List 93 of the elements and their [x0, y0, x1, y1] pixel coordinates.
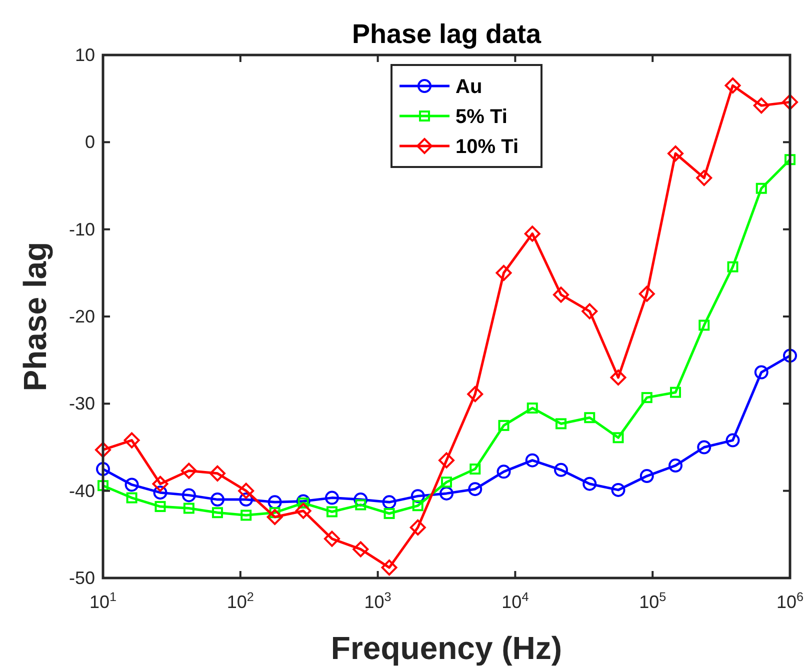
x-tick-label: 10$^{4}$ — [502, 590, 529, 612]
point — [298, 498, 309, 509]
point — [439, 486, 454, 500]
point — [382, 495, 396, 510]
point — [612, 432, 624, 444]
point — [240, 510, 252, 521]
point — [209, 465, 226, 482]
point — [326, 506, 338, 518]
point — [582, 303, 598, 320]
point — [183, 502, 194, 514]
point — [438, 452, 454, 468]
point — [584, 412, 596, 424]
point — [126, 492, 138, 504]
point — [496, 264, 512, 281]
point — [524, 226, 540, 242]
point — [611, 482, 626, 497]
x-tick-label: 10$^{6}$ — [776, 590, 804, 612]
point — [784, 154, 796, 166]
point — [498, 420, 510, 431]
point — [641, 392, 652, 404]
point — [354, 492, 368, 507]
point — [124, 432, 140, 448]
point — [670, 386, 681, 398]
point — [96, 462, 110, 476]
x-axis-title: Frequency (Hz) — [330, 630, 562, 666]
y-tick-label: -20 — [68, 306, 95, 326]
point — [295, 502, 312, 519]
point — [782, 94, 798, 110]
point — [153, 486, 168, 500]
point — [381, 560, 398, 576]
point — [525, 453, 540, 468]
point — [355, 499, 366, 510]
point — [783, 348, 797, 363]
legend-label: 5% Ti — [456, 106, 508, 128]
point — [212, 507, 223, 518]
point — [268, 495, 282, 510]
point — [296, 494, 310, 508]
point — [154, 501, 166, 512]
y-tick-label: 0 — [84, 132, 95, 152]
x-tick-label: 10$^{3}$ — [364, 590, 392, 612]
point — [526, 402, 538, 414]
point — [324, 530, 340, 547]
point — [412, 500, 424, 512]
point — [182, 488, 196, 502]
point — [698, 320, 710, 331]
y-tick-label: -40 — [68, 480, 95, 501]
x-tick-label: 10$^{5}$ — [639, 590, 666, 612]
point — [468, 482, 482, 496]
legend-label: 10% Ti — [456, 136, 518, 158]
point — [724, 78, 741, 94]
point — [727, 261, 738, 272]
point — [638, 286, 655, 302]
point — [410, 489, 425, 504]
y-tick-label: -30 — [68, 394, 95, 414]
x-tick-label: 10$^{2}$ — [226, 590, 254, 612]
point — [384, 508, 395, 519]
point — [553, 286, 569, 303]
point — [754, 365, 768, 380]
point — [238, 482, 254, 499]
point — [470, 464, 481, 475]
y-tick-label: -10 — [68, 219, 95, 240]
point — [467, 386, 484, 402]
point — [554, 462, 568, 477]
point — [697, 440, 712, 454]
point — [152, 476, 168, 492]
point — [98, 480, 108, 492]
x-tick-label: 10$^{1}$ — [89, 590, 117, 612]
point — [753, 98, 770, 114]
point — [556, 418, 566, 430]
point — [668, 146, 684, 162]
point — [726, 433, 740, 448]
point — [124, 478, 139, 492]
point — [440, 476, 452, 488]
point — [640, 469, 654, 484]
point — [668, 458, 682, 473]
point — [352, 541, 369, 558]
chart-title: Phase lag data — [352, 19, 542, 49]
point — [210, 492, 224, 507]
point — [239, 492, 254, 507]
point — [410, 519, 426, 536]
point — [266, 508, 283, 525]
point — [496, 464, 511, 479]
point — [324, 490, 339, 505]
y-axis-title: Phase lag — [17, 242, 53, 392]
point — [756, 182, 767, 194]
y-tick-label: -50 — [68, 568, 95, 588]
point — [95, 442, 111, 458]
point — [610, 370, 626, 386]
point — [180, 462, 197, 479]
point — [696, 170, 712, 186]
y-tick-label: 10 — [74, 45, 95, 65]
legend-label: Au — [456, 76, 482, 98]
point — [582, 476, 597, 491]
